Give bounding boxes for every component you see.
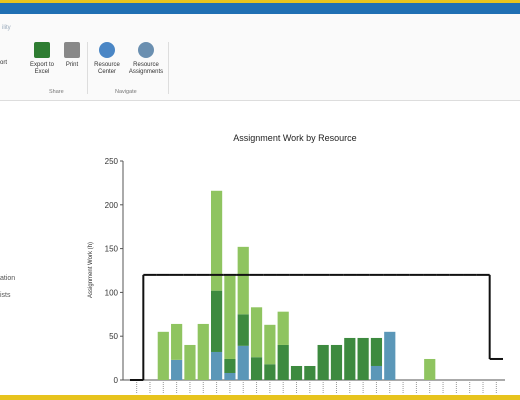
bar-segment [237, 314, 249, 346]
bar-segment [384, 331, 396, 380]
bar-segment [277, 311, 289, 345]
y-tick-label: 150 [105, 245, 119, 254]
button-label: Export to Excel [29, 62, 54, 75]
y-tick-label: 0 [114, 376, 119, 385]
ribbon [0, 14, 520, 101]
bar-segment [290, 365, 303, 380]
ribbon-left-label[interactable]: ort [0, 60, 8, 66]
top-strip [0, 0, 520, 3]
chart-title: Assignment Work by Resource [233, 133, 356, 143]
sidebar-item[interactable]: ists [0, 292, 11, 299]
y-axis-label: Assignment Work (h) [88, 242, 94, 298]
group-label: Share [49, 89, 64, 95]
separator [168, 42, 169, 94]
group-label: Navigate [115, 89, 137, 95]
bar-segment [424, 358, 436, 380]
ribbon-button[interactable]: Resource Center [89, 42, 125, 76]
bar-segment [370, 365, 383, 380]
bar-segment [210, 290, 223, 352]
button-label: Print [65, 62, 79, 68]
bar-segment [317, 344, 329, 380]
bar-segment [357, 337, 369, 380]
bar-segment [224, 372, 236, 380]
bar-segment [157, 331, 169, 380]
bar-segment [171, 359, 183, 380]
y-tick-label: 200 [105, 201, 119, 210]
ribbon-button[interactable]: Resource Assignments [126, 42, 166, 76]
bar-segment [224, 358, 236, 373]
bar-segment [184, 344, 196, 380]
separator [87, 42, 88, 94]
bar-segment [330, 344, 343, 380]
bar-segment [171, 323, 183, 360]
bar-segment [224, 275, 236, 359]
ribbon-tab[interactable]: ility [2, 25, 11, 31]
bar-segment [344, 337, 356, 380]
bar-segment [250, 357, 263, 380]
y-tick-label: 100 [105, 288, 119, 297]
bar-segment [197, 323, 209, 380]
title-bar [0, 3, 520, 14]
bar-segment [264, 324, 276, 365]
bar-segment [237, 345, 249, 380]
bottom-strip [0, 395, 520, 400]
bar-segment [264, 364, 276, 380]
button-label: Resource Center [94, 62, 120, 75]
bar-segment [237, 246, 249, 315]
bar-segment [277, 344, 289, 380]
y-tick-label: 50 [109, 332, 118, 341]
ribbon-button[interactable]: Print [54, 42, 90, 69]
bar-segment [250, 307, 263, 358]
bar-segment [210, 190, 223, 291]
button-label: Resource Assignments [128, 62, 164, 75]
ribbon-button[interactable]: Export to Excel [24, 42, 60, 76]
y-tick-label: 250 [105, 157, 119, 166]
bar-segment [210, 351, 223, 380]
sidebar-item[interactable]: ation [0, 275, 16, 282]
bar-segment [370, 337, 383, 366]
bar-segment [304, 365, 316, 380]
